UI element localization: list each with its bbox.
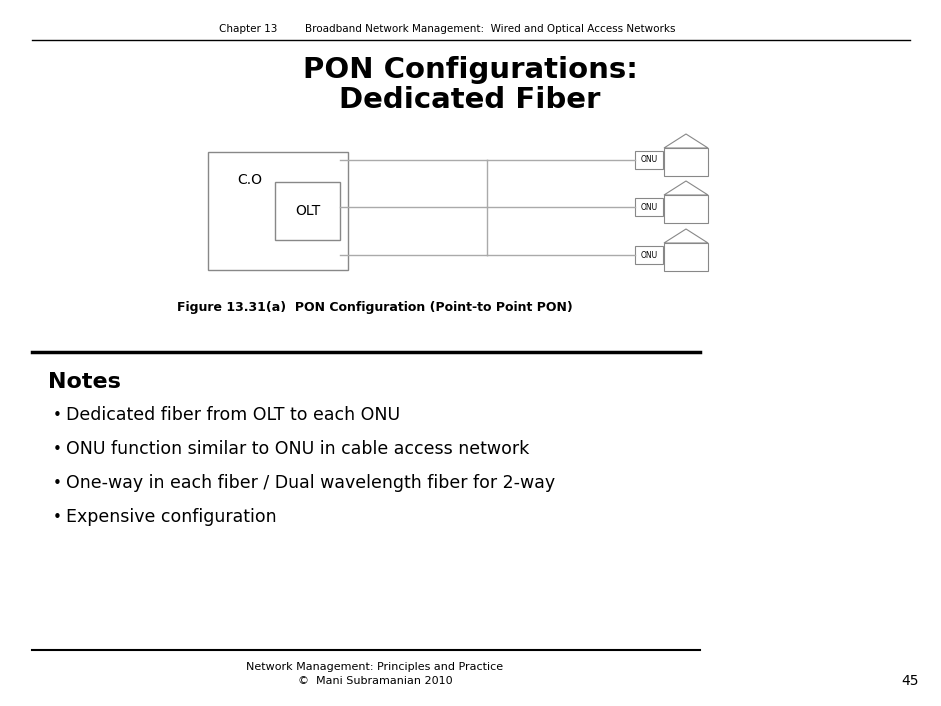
- Text: Chapter 13: Chapter 13: [219, 24, 278, 34]
- Text: PON Configurations:: PON Configurations:: [303, 56, 637, 84]
- Text: ONU: ONU: [641, 251, 658, 260]
- Text: Expensive configuration: Expensive configuration: [66, 508, 277, 526]
- Text: Dedicated fiber from OLT to each ONU: Dedicated fiber from OLT to each ONU: [66, 406, 400, 424]
- Text: •: •: [53, 407, 62, 422]
- Bar: [664, 195, 708, 223]
- Text: Dedicated Fiber: Dedicated Fiber: [340, 86, 600, 114]
- Text: ONU: ONU: [641, 155, 658, 164]
- Text: C.O: C.O: [237, 173, 263, 187]
- Bar: [635, 246, 663, 264]
- Text: Network Management: Principles and Practice: Network Management: Principles and Pract…: [247, 662, 503, 672]
- Text: OLT: OLT: [295, 204, 320, 218]
- Text: ©  Mani Subramanian 2010: © Mani Subramanian 2010: [297, 676, 453, 686]
- Text: Notes: Notes: [48, 372, 120, 392]
- Text: Figure 13.31(a)  PON Configuration (Point-to Point PON): Figure 13.31(a) PON Configuration (Point…: [177, 301, 573, 313]
- Bar: [664, 243, 708, 271]
- Text: 45: 45: [901, 674, 918, 688]
- Text: •: •: [53, 476, 62, 491]
- Text: ONU function similar to ONU in cable access network: ONU function similar to ONU in cable acc…: [66, 440, 529, 458]
- Bar: [635, 151, 663, 169]
- Bar: [275, 182, 340, 240]
- Text: Broadband Network Management:  Wired and Optical Access Networks: Broadband Network Management: Wired and …: [305, 24, 676, 34]
- Polygon shape: [664, 229, 708, 243]
- Polygon shape: [664, 134, 708, 148]
- Text: One-way in each fiber / Dual wavelength fiber for 2-way: One-way in each fiber / Dual wavelength …: [66, 474, 555, 492]
- Bar: [635, 198, 663, 216]
- Polygon shape: [664, 181, 708, 195]
- Text: •: •: [53, 441, 62, 457]
- Bar: [208, 152, 348, 270]
- Text: ONU: ONU: [641, 203, 658, 212]
- Bar: [664, 148, 708, 176]
- Text: •: •: [53, 510, 62, 525]
